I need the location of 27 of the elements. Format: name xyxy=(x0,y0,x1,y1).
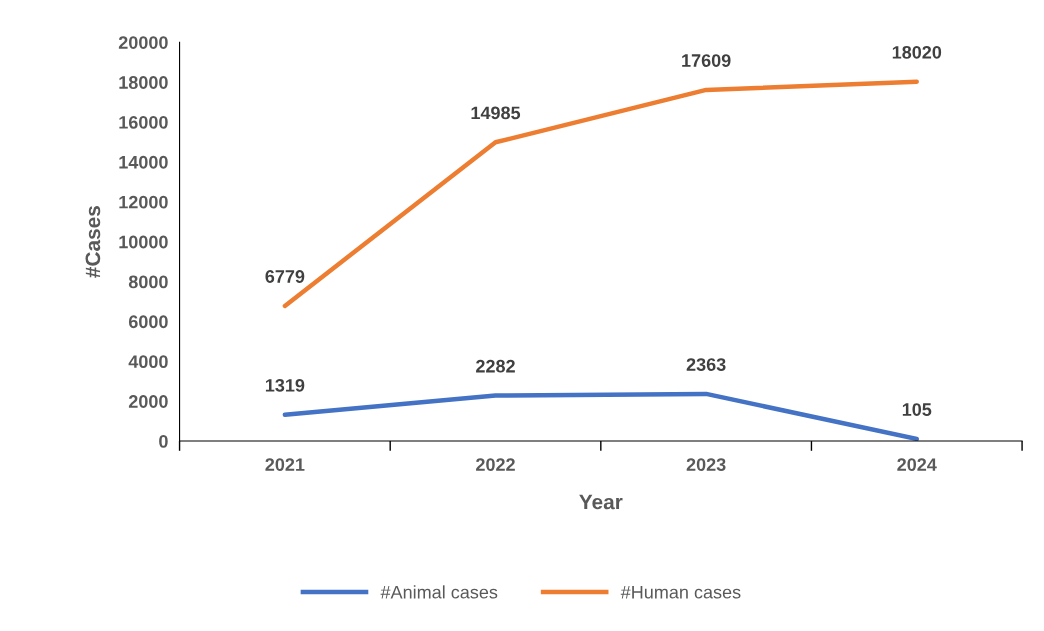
data-label: 14985 xyxy=(471,106,521,120)
data-label: 105 xyxy=(902,403,932,416)
y-tick-label: 8000 xyxy=(128,275,168,289)
y-tick-label: 16000 xyxy=(119,115,168,129)
legend-label: #Human cases xyxy=(620,585,741,599)
x-tick-label: 2023 xyxy=(686,458,726,472)
x-tick-label: 2024 xyxy=(897,458,937,471)
y-tick-label: 20000 xyxy=(118,36,168,49)
x-tick-label: 2022 xyxy=(476,458,515,471)
y-tick-label: 12000 xyxy=(119,195,168,209)
y-tick-label: 2000 xyxy=(128,395,168,408)
y-tick-label: 6000 xyxy=(128,315,168,329)
data-label: 18020 xyxy=(892,45,942,59)
legend-label: #Animal cases xyxy=(380,585,498,599)
y-tick-label: 18000 xyxy=(119,76,168,89)
x-tick-label: 2021 xyxy=(265,458,305,471)
y-tick-label: 4000 xyxy=(128,355,168,369)
data-label: 2363 xyxy=(686,358,726,371)
y-axis-title: #Cases xyxy=(85,206,101,278)
y-tick-label: 0 xyxy=(159,435,168,448)
y-tick-label: 14000 xyxy=(119,155,168,169)
data-label: 1319 xyxy=(265,378,305,392)
data-label: 2282 xyxy=(476,359,515,373)
x-axis-title: Year xyxy=(579,494,623,510)
data-label: 17609 xyxy=(682,54,731,67)
data-label: 6779 xyxy=(265,270,305,283)
y-tick-label: 10000 xyxy=(119,235,168,249)
